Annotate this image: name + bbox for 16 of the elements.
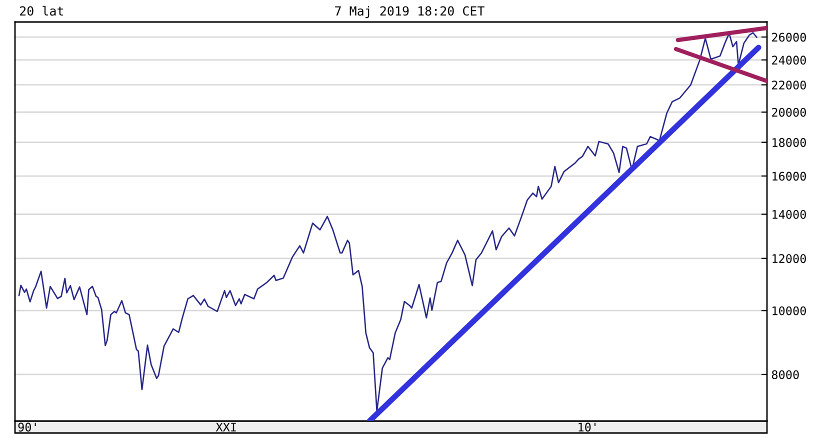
x-tick-label: 90' xyxy=(18,422,36,432)
chart-title: 20 lat xyxy=(20,6,64,16)
line-series xyxy=(18,32,758,412)
y-tick-label: 22000 xyxy=(772,80,806,90)
x-tick-label: 10' xyxy=(578,422,596,432)
y-tick-label: 10000 xyxy=(772,306,806,316)
y-tick-label: 26000 xyxy=(772,32,806,42)
y-tick-label: 18000 xyxy=(772,138,806,147)
y-tick-label: 20000 xyxy=(772,108,806,117)
y-tick-label: 14000 xyxy=(772,210,806,219)
x-tick-label: XXI xyxy=(216,422,236,432)
chart-subtitle: 7 Maj 2019 18:20 CET xyxy=(335,6,484,18)
y-tick-label: 8000 xyxy=(772,370,799,380)
y-tick-label: 16000 xyxy=(772,172,806,181)
y-tick-label: 12000 xyxy=(772,254,806,264)
y-tick-label: 24000 xyxy=(772,56,806,65)
